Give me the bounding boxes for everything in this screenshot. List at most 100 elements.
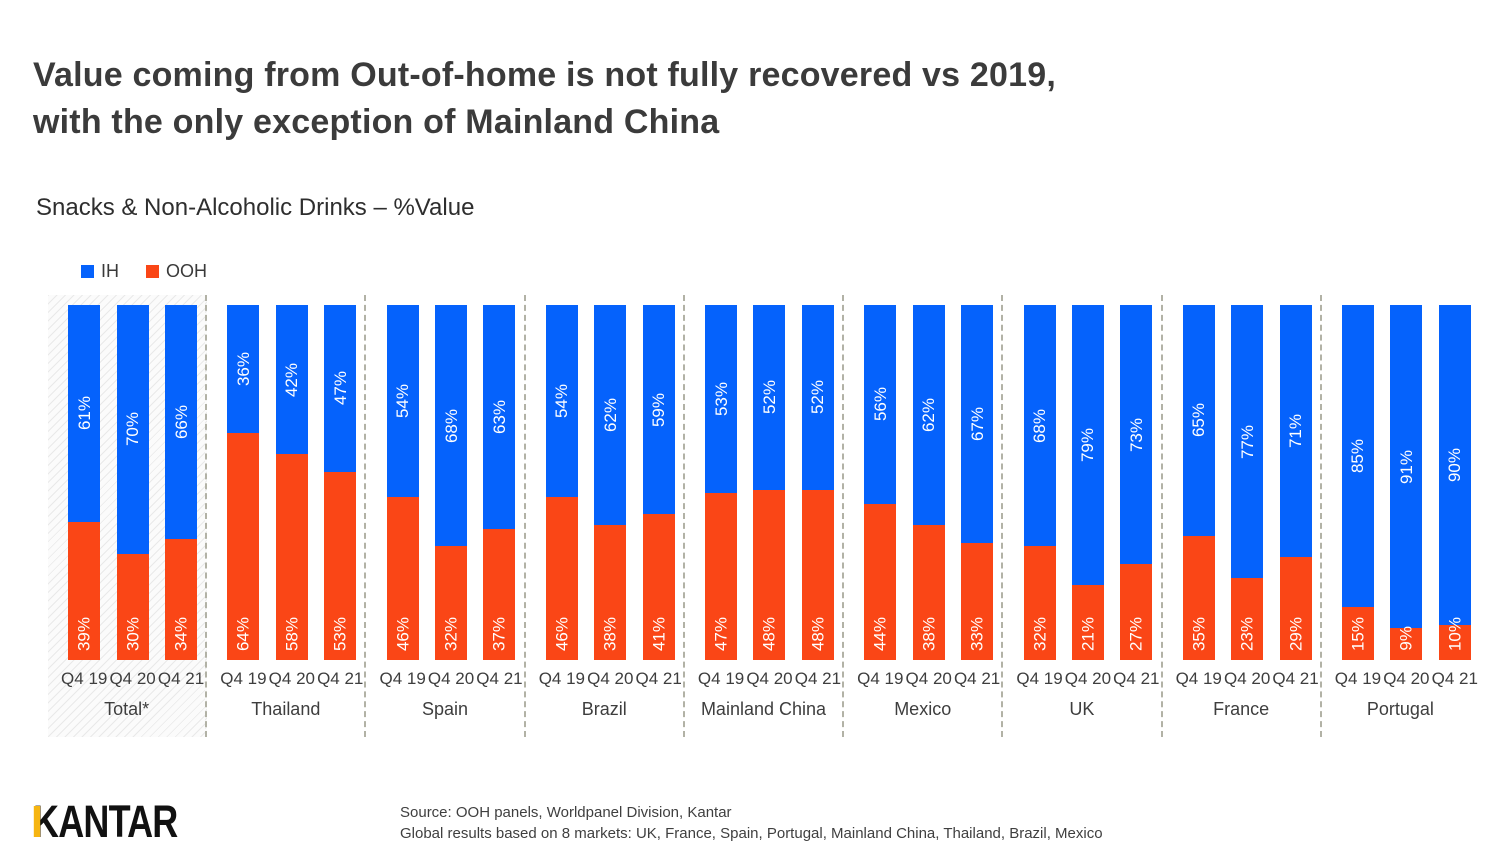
bar-column: 65% 35% Q4 19 (1175, 305, 1223, 689)
ooh-value-label: 48% (759, 616, 779, 651)
stacked-bar: 62% 38% (594, 305, 627, 660)
x-tick-label: Q4 19 (1334, 669, 1382, 688)
ih-value-label: 66% (171, 405, 191, 440)
source-note: Source: OOH panels, Worldpanel Division,… (400, 802, 1103, 844)
ih-segment: 63% (483, 305, 516, 529)
chart-group-france: 65% 35% Q4 19 77% 23% Q4 20 71% 29% Q4 21 France (1163, 295, 1322, 737)
ih-segment: 79% (1071, 305, 1104, 586)
x-tick-label: Q4 20 (587, 669, 634, 688)
bar-columns: 54% 46% Q4 19 62% 38% Q4 20 59% 41% Q4 21 (526, 305, 683, 689)
ooh-value-label: 46% (393, 616, 413, 651)
bar-column: 62% 38% Q4 20 (586, 305, 634, 689)
ooh-segment: 30% (116, 553, 149, 660)
ooh-segment: 46% (386, 496, 419, 660)
ooh-segment: 10% (1438, 617, 1471, 660)
bar-column: 70% 30% Q4 20 (108, 305, 156, 689)
ih-value-label: 52% (759, 380, 779, 415)
ih-value-label: 85% (1348, 438, 1368, 473)
x-tick-label: Q4 21 (1113, 669, 1160, 688)
legend-label: IH (101, 261, 119, 281)
ih-value-label: 90% (1445, 447, 1465, 482)
ih-segment: 36% (227, 305, 260, 433)
ooh-segment: 39% (68, 521, 101, 660)
bar-columns: 65% 35% Q4 19 77% 23% Q4 20 71% 29% Q4 21 (1163, 305, 1320, 689)
bar-columns: 68% 32% Q4 19 79% 21% Q4 20 73% 27% Q4 21 (1003, 305, 1160, 689)
legend-item-ooh: OOH (146, 261, 207, 282)
ih-value-label: 73% (1126, 417, 1146, 452)
bar-column: 42% 58% Q4 20 (268, 305, 316, 689)
ooh-value-label: 64% (233, 616, 253, 651)
bar-columns: 54% 46% Q4 19 68% 32% Q4 20 63% 37% Q4 21 (366, 305, 523, 689)
ih-value-label: 42% (282, 362, 302, 397)
ooh-segment: 34% (165, 539, 198, 660)
x-tick-label: Q4 20 (109, 669, 156, 688)
ih-segment: 73% (1120, 305, 1153, 565)
bar-column: 52% 48% Q4 20 (745, 305, 793, 689)
bar-column: 59% 41% Q4 21 (634, 305, 682, 689)
x-tick-label: Q4 21 (476, 669, 523, 688)
ooh-segment: 38% (594, 525, 627, 660)
ooh-value-label: 30% (123, 616, 143, 651)
bar-column: 53% 47% Q4 19 (697, 305, 745, 689)
bar-columns: 53% 47% Q4 19 52% 48% Q4 20 52% 48% Q4 21 (685, 305, 842, 689)
kantar-logo: KANTAR (33, 799, 178, 844)
ooh-value-label: 41% (649, 616, 669, 651)
chart-group-portugal: 85% 15% Q4 19 91% 9% Q4 20 90% 10% Q4 21 Portugal (1322, 295, 1479, 737)
ooh-segment: 48% (753, 489, 786, 660)
ih-segment: 77% (1231, 305, 1264, 579)
ooh-value-label: 29% (1286, 616, 1306, 651)
x-tick-label: Q4 19 (1016, 669, 1063, 688)
ih-segment: 53% (705, 305, 738, 494)
stacked-bar: 61% 39% (68, 305, 101, 660)
ih-legend-swatch (81, 265, 94, 278)
ih-segment: 47% (324, 305, 357, 472)
x-tick-label: Q4 21 (794, 669, 842, 688)
ih-value-label: 54% (552, 383, 572, 418)
bar-column: 68% 32% Q4 19 (1015, 305, 1063, 689)
stacked-bar: 68% 32% (1023, 305, 1056, 660)
ooh-value-label: 35% (1189, 616, 1209, 651)
ooh-segment: 9% (1390, 626, 1423, 660)
bar-column: 54% 46% Q4 19 (378, 305, 426, 689)
bar-column: 71% 29% Q4 21 (1271, 305, 1319, 689)
stacked-bar: 63% 37% (483, 305, 516, 660)
bar-column: 90% 10% Q4 21 (1431, 305, 1479, 689)
x-tick-label: Q4 21 (317, 669, 364, 688)
x-tick-label: Q4 19 (61, 669, 108, 688)
ooh-value-label: 47% (711, 616, 731, 651)
stacked-bar: 77% 23% (1231, 305, 1264, 660)
ooh-value-label: 58% (282, 616, 302, 651)
ooh-value-label: 32% (1030, 616, 1050, 651)
ooh-value-label: 37% (489, 616, 509, 651)
ooh-value-label: 34% (171, 616, 191, 651)
group-label: Brazil (581, 699, 627, 719)
ih-value-label: 36% (233, 351, 253, 386)
stacked-bar: 47% 53% (324, 305, 357, 660)
group-label: UK (1069, 699, 1095, 719)
x-tick-label: Q4 19 (857, 669, 904, 688)
x-tick-label: Q4 20 (746, 669, 793, 688)
ih-value-label: 59% (649, 392, 669, 427)
ooh-value-label: 48% (808, 616, 828, 651)
ooh-value-label: 39% (74, 616, 94, 651)
ooh-segment: 48% (801, 489, 834, 660)
ih-value-label: 61% (74, 396, 94, 431)
ih-segment: 52% (753, 305, 786, 490)
x-tick-label: Q4 20 (1223, 669, 1271, 688)
bar-column: 56% 44% Q4 19 (856, 305, 904, 689)
x-tick-label: Q4 19 (697, 669, 745, 688)
ooh-value-label: 15% (1348, 616, 1368, 651)
group-label: Spain (422, 699, 469, 719)
x-tick-label: Q4 21 (635, 669, 682, 688)
x-tick-label: Q4 19 (220, 669, 267, 688)
kantar-logo-text: KANTAR (33, 796, 178, 847)
group-label: France (1213, 699, 1270, 719)
chart-subtitle: Snacks & Non-Alcoholic Drinks – %Value (36, 194, 475, 221)
ih-segment: 54% (545, 305, 578, 497)
ih-value-label: 56% (870, 387, 890, 422)
bar-columns: 85% 15% Q4 19 91% 9% Q4 20 90% 10% Q4 21 (1322, 305, 1479, 689)
x-tick-label: Q4 19 (538, 669, 586, 688)
chart-group-mexico: 56% 44% Q4 19 62% 38% Q4 20 67% 33% Q4 21 Mexico (844, 295, 1004, 737)
bar-column: 66% 34% Q4 21 (157, 305, 205, 689)
ih-value-label: 68% (1030, 408, 1050, 443)
